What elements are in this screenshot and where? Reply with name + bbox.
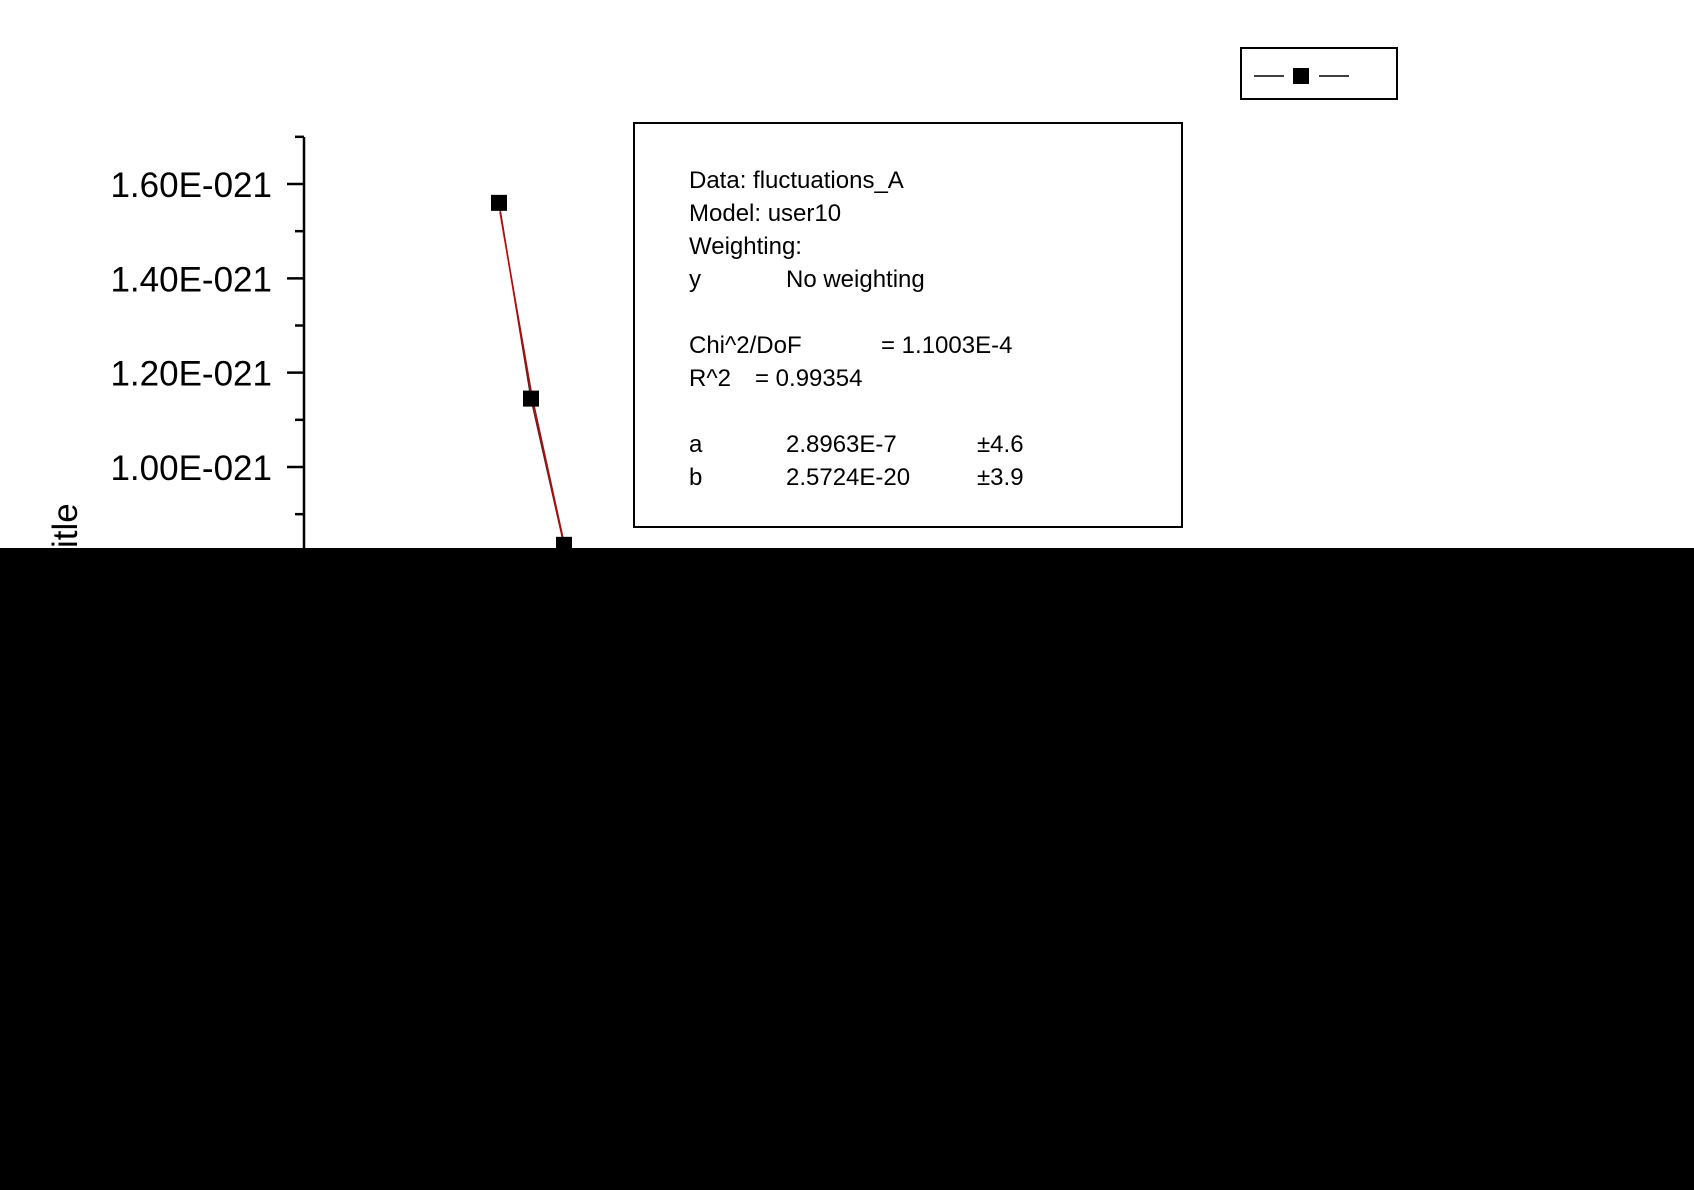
fit-param-a-value: 2.8963E-7 xyxy=(786,431,897,458)
y-ticks: 1.60E-021 1.40E-021 1.20E-021 1.00E-021 xyxy=(110,135,304,516)
y-tick-label: 1.40E-021 xyxy=(110,260,272,299)
y-tick-label: 1.20E-021 xyxy=(110,355,272,394)
fit-y-value: No weighting xyxy=(786,266,925,293)
data-point-3 xyxy=(556,536,572,548)
fit-param-b-error: ±3.9 xyxy=(977,464,1024,491)
fit-report-text: Data: fluctuations_A Model: user10 Weigh… xyxy=(689,164,1029,494)
chart: 1.60E-021 1.40E-021 1.20E-021 1.00E-021 itl… xyxy=(46,135,572,548)
fit-weighting-line: Weighting: xyxy=(689,233,802,260)
fit-chi-value: = 1.1003E-4 xyxy=(881,332,1013,359)
fit-curve xyxy=(499,212,567,548)
fit-r2-value: = 0.99354 xyxy=(755,365,863,392)
fit-param-a-name: a xyxy=(689,431,703,458)
fit-report-box: Data: fluctuations_A Model: user10 Weigh… xyxy=(633,122,1183,528)
plot-canvas: 1.60E-021 1.40E-021 1.20E-021 1.00E-021 itl… xyxy=(0,0,1694,548)
fit-chi-label: Chi^2/DoF xyxy=(689,332,802,359)
fit-param-a-error: ±4.6 xyxy=(977,431,1024,458)
legend xyxy=(1240,47,1398,100)
legend-square-marker xyxy=(1293,68,1309,84)
y-tick-label: 1.60E-021 xyxy=(110,166,272,205)
fit-y-label: y xyxy=(689,266,701,293)
series-layer xyxy=(491,194,572,548)
fit-model-line: Model: user10 xyxy=(689,200,842,227)
y-tick-label: 1.00E-021 xyxy=(110,449,272,488)
data-point-1 xyxy=(491,194,507,211)
fit-data-line: Data: fluctuations_A xyxy=(689,167,904,194)
series-line xyxy=(498,202,565,545)
data-point-2 xyxy=(523,390,539,407)
fit-r2-label: R^2 xyxy=(689,365,731,392)
fit-param-b-value: 2.5724E-20 xyxy=(786,464,911,491)
fit-param-b-name: b xyxy=(689,464,703,491)
occluded-region xyxy=(0,548,1694,1190)
y-axis-title: itle xyxy=(46,503,85,548)
